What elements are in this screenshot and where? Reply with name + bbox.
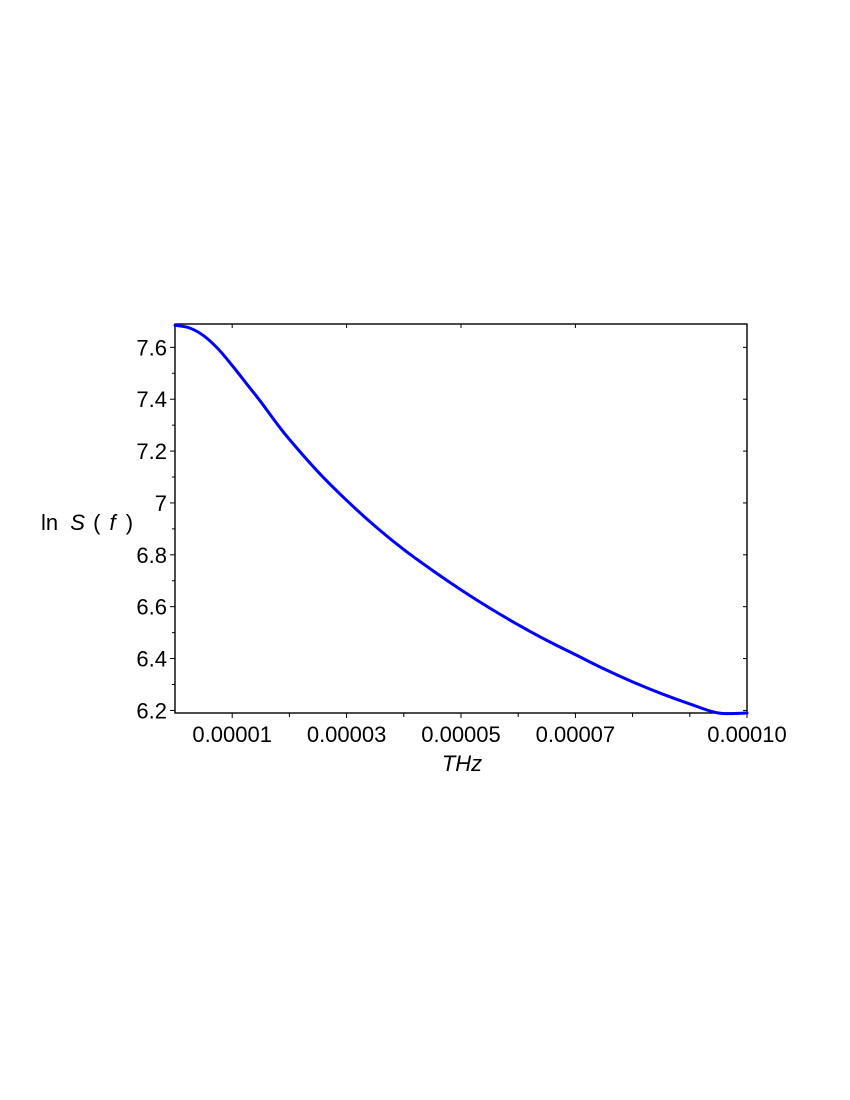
plot-area [170, 323, 749, 718]
y-tick-label: 7.6 [136, 335, 167, 360]
y-tick-label: 6.4 [136, 647, 167, 672]
x-tick-label: 0.00003 [307, 722, 387, 747]
y-axis-label: ln S ( f ) [41, 510, 133, 535]
y-tick-label: 7.4 [136, 387, 167, 412]
y-axis-label-fn: ln [41, 510, 58, 535]
y-tick-label: 6.8 [136, 543, 167, 568]
series-line [173, 323, 749, 716]
x-tick-labels: 0.00001 0.00003 0.00005 0.00007 0.00010 [192, 722, 786, 747]
y-axis-label-arg: f [110, 510, 119, 535]
y-tick-label: 7.2 [136, 439, 167, 464]
y-tick-labels: 6.2 6.4 6.6 6.8 7 7.2 7.4 7.6 [136, 335, 167, 723]
y-axis-label-var: S [70, 510, 85, 535]
x-tick-label: 0.00001 [192, 722, 272, 747]
y-tick-label: 7 [155, 491, 167, 516]
y-axis-label-close: ) [126, 510, 133, 535]
x-tick-label: 0.00007 [536, 722, 616, 747]
x-axis-label: THz [442, 751, 482, 776]
y-tick-label: 6.2 [136, 698, 167, 723]
y-axis-label-open: ( [93, 510, 101, 535]
plot-frame [174, 323, 748, 714]
x-tick-label: 0.00010 [707, 722, 787, 747]
x-tick-label: 0.00005 [421, 722, 501, 747]
tick-marks [170, 324, 748, 718]
y-tick-label: 6.6 [136, 595, 167, 620]
